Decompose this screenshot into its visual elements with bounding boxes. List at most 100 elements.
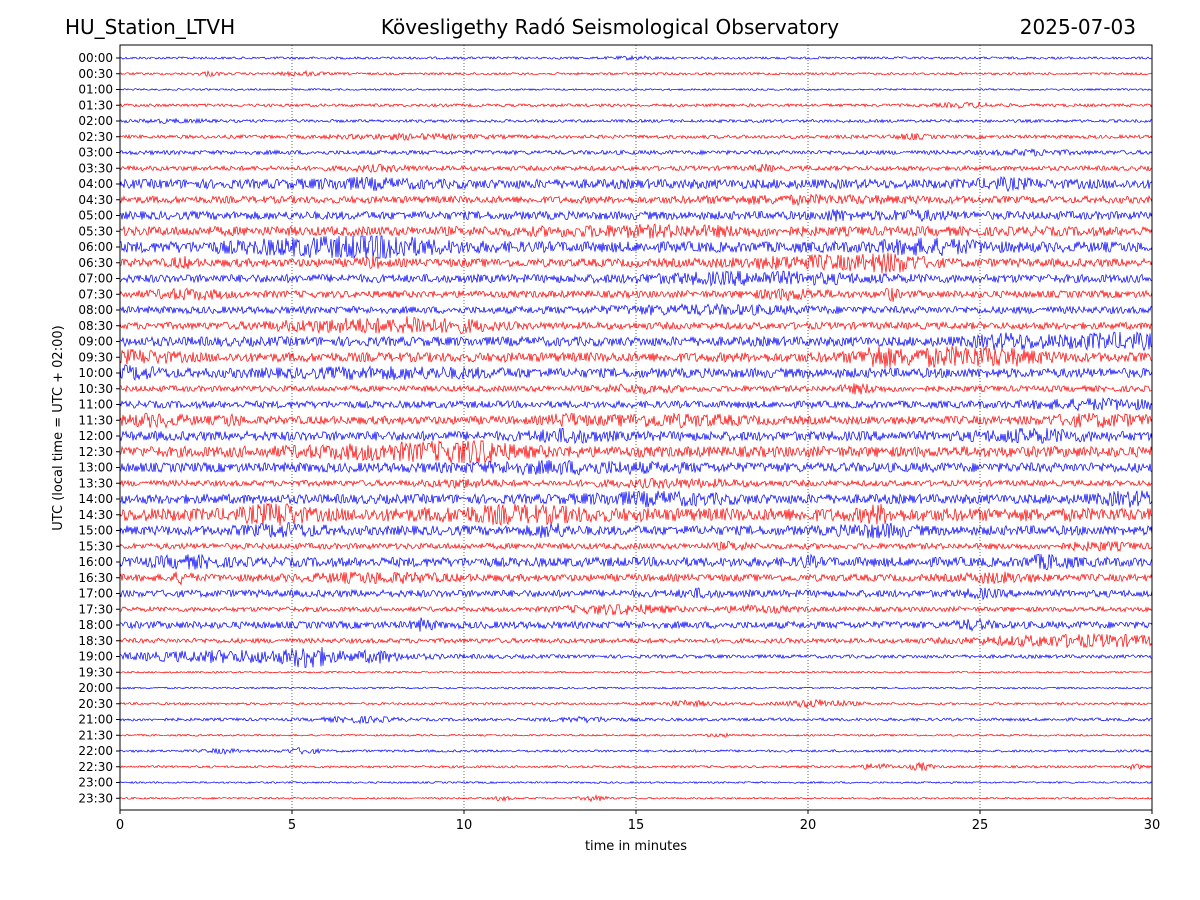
y-tick-label: 22:00 <box>78 744 113 758</box>
seismic-trace <box>119 460 1153 476</box>
seismic-trace <box>119 412 1153 429</box>
y-axis-label: UTC (local time = UTC + 02:00) <box>51 325 66 530</box>
y-tick-label: 01:30 <box>78 98 113 112</box>
y-tick-label: 12:30 <box>78 445 113 459</box>
seismic-traces <box>119 54 1153 803</box>
y-tick-label: 00:30 <box>78 67 113 81</box>
seismic-trace <box>119 316 1153 334</box>
y-tick-label: 09:30 <box>78 350 113 364</box>
y-tick-label: 18:30 <box>78 634 113 648</box>
seismic-trace <box>119 540 1153 553</box>
seismic-trace <box>119 780 1153 785</box>
seismic-trace <box>119 270 1153 287</box>
y-tick-label: 14:30 <box>78 508 113 522</box>
seismic-trace <box>119 747 1153 756</box>
seismic-trace <box>119 364 1153 381</box>
x-tick-label: 20 <box>800 818 817 833</box>
y-tick-label: 13:30 <box>78 476 113 490</box>
x-tick-label: 0 <box>116 818 124 833</box>
y-tick-label: 12:00 <box>78 429 113 443</box>
y-tick-label: 18:00 <box>78 618 113 632</box>
seismic-trace <box>119 117 1153 125</box>
seismic-trace <box>119 490 1153 508</box>
seismic-trace <box>119 698 1153 709</box>
seismic-trace <box>119 132 1153 141</box>
seismic-trace <box>119 223 1153 239</box>
y-tick-label: 21:30 <box>78 728 113 742</box>
seismic-trace <box>119 69 1153 78</box>
x-tick-label: 25 <box>972 818 989 833</box>
seismic-trace <box>119 439 1153 465</box>
y-tick-label: 11:00 <box>78 398 113 412</box>
seismic-trace <box>119 382 1153 396</box>
seismic-trace <box>119 101 1153 110</box>
x-axis-ticks: 0 5 10 15 20 25 30 <box>116 810 1160 833</box>
y-tick-label: 19:00 <box>78 650 113 664</box>
y-tick-label: 10:30 <box>78 382 113 396</box>
seismic-trace <box>119 346 1153 369</box>
y-tick-label: 15:30 <box>78 539 113 553</box>
x-tick-label: 30 <box>1144 818 1161 833</box>
y-tick-label: 13:00 <box>78 461 113 475</box>
y-tick-label: 05:30 <box>78 224 113 238</box>
y-tick-label: 03:00 <box>78 146 113 160</box>
seismic-trace <box>119 761 1153 772</box>
y-tick-label: 23:30 <box>78 791 113 805</box>
y-tick-label: 02:00 <box>78 114 113 128</box>
seismic-trace <box>119 252 1153 274</box>
seismic-trace <box>119 175 1153 193</box>
seismic-trace <box>119 522 1153 539</box>
chart-title: Kövesligethy Radó Seismological Observat… <box>380 15 840 39</box>
y-tick-label: 17:00 <box>78 587 113 601</box>
y-tick-label: 07:30 <box>78 287 113 301</box>
seismic-trace <box>119 235 1153 260</box>
y-tick-label: 07:00 <box>78 272 113 286</box>
seismic-trace <box>119 427 1153 445</box>
y-tick-label: 00:00 <box>78 51 113 65</box>
x-tick-label: 10 <box>456 818 473 833</box>
seismic-trace <box>119 193 1153 207</box>
y-tick-label: 15:00 <box>78 524 113 538</box>
seismic-trace <box>119 686 1153 690</box>
y-tick-label: 06:00 <box>78 240 113 254</box>
y-tick-label: 17:30 <box>78 602 113 616</box>
seismic-trace <box>119 54 1153 61</box>
y-tick-label: 06:30 <box>78 256 113 270</box>
station-name: HU_Station_LTVH <box>65 15 236 39</box>
seismic-trace <box>119 87 1153 92</box>
seismic-trace <box>119 670 1153 674</box>
seismic-trace <box>119 396 1153 412</box>
seismic-trace <box>119 553 1153 571</box>
y-tick-label: 03:30 <box>78 161 113 175</box>
seismic-trace <box>119 571 1153 586</box>
y-tick-label: 16:30 <box>78 571 113 585</box>
y-tick-label: 21:00 <box>78 713 113 727</box>
y-tick-label: 11:30 <box>78 413 113 427</box>
y-tick-label: 20:00 <box>78 681 113 695</box>
seismic-trace <box>119 331 1153 352</box>
y-tick-label: 20:30 <box>78 697 113 711</box>
y-tick-label: 08:00 <box>78 303 113 317</box>
y-tick-label: 10:00 <box>78 366 113 380</box>
seismic-trace <box>119 502 1153 526</box>
y-tick-label: 19:30 <box>78 665 113 679</box>
seismic-trace <box>119 302 1153 317</box>
seismic-trace <box>119 163 1153 174</box>
y-tick-label: 05:00 <box>78 209 113 223</box>
seismic-trace <box>119 287 1153 302</box>
y-tick-label: 14:00 <box>78 492 113 506</box>
seismic-trace <box>119 617 1153 632</box>
seismic-trace <box>119 647 1153 669</box>
y-tick-label: 01:00 <box>78 83 113 97</box>
x-axis-label: time in minutes <box>585 839 687 854</box>
seismic-trace <box>119 732 1153 738</box>
y-tick-label: 22:30 <box>78 760 113 774</box>
seismic-trace <box>119 477 1153 490</box>
seismic-trace <box>119 603 1153 617</box>
chart-date: 2025-07-03 <box>1019 15 1136 39</box>
y-tick-label: 09:00 <box>78 335 113 349</box>
x-tick-label: 5 <box>288 818 296 833</box>
